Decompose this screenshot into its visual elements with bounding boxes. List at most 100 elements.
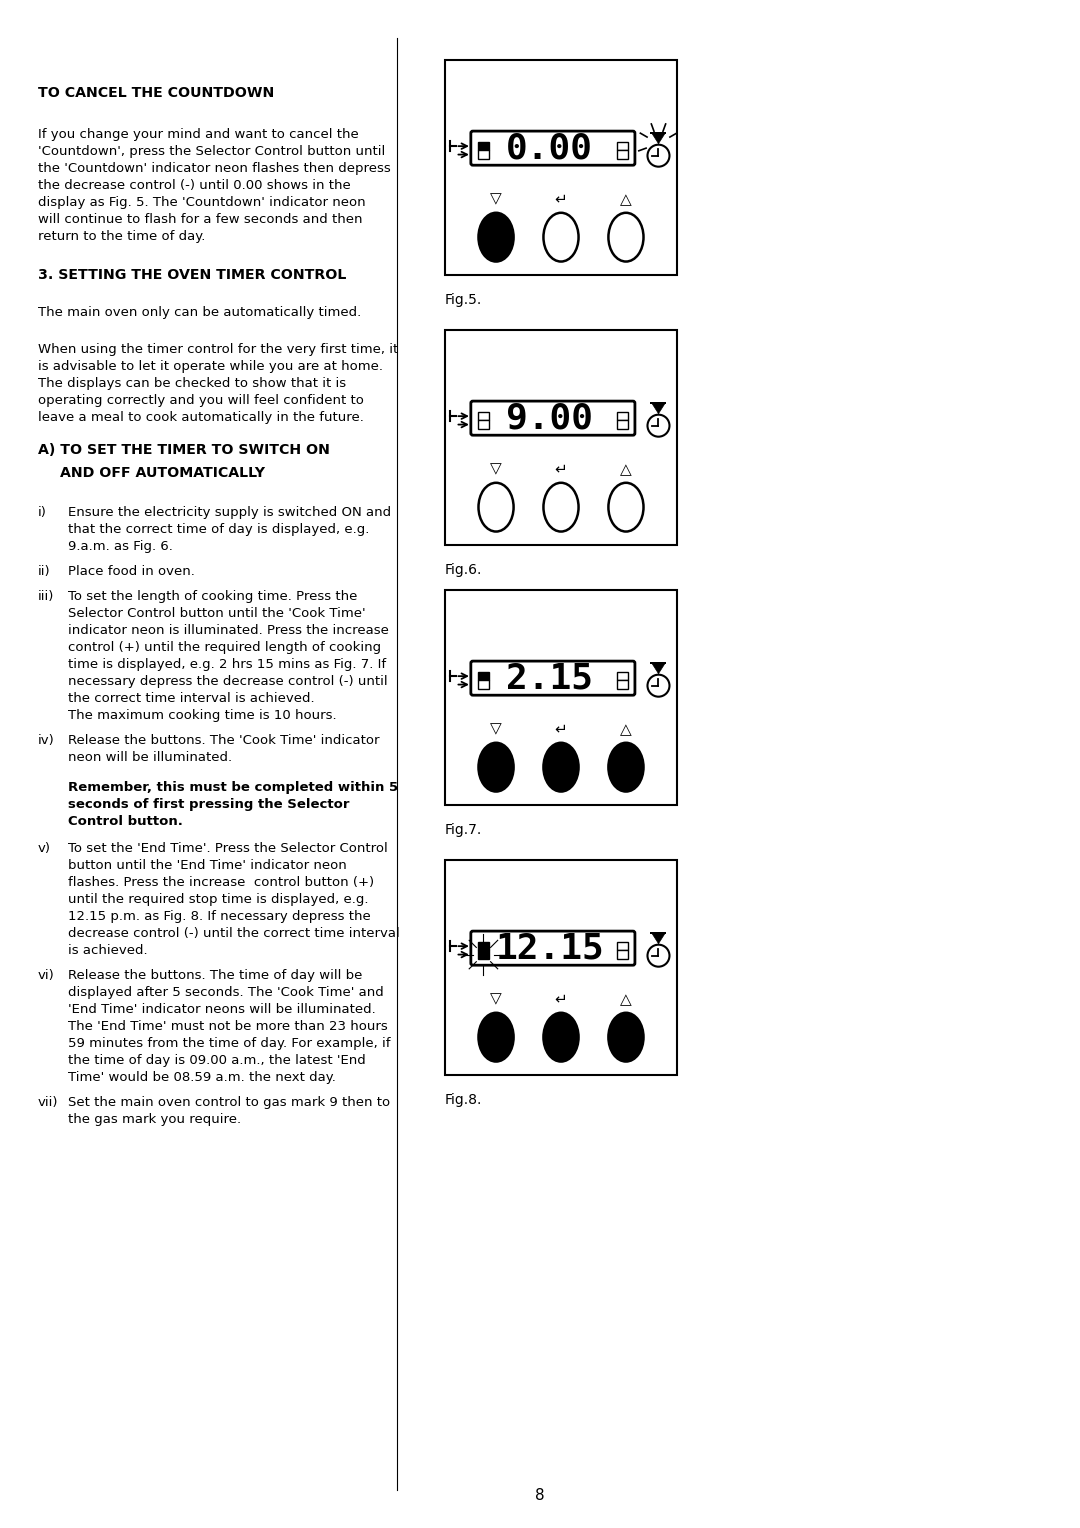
Bar <box>477 150 489 159</box>
Text: leave a meal to cook automatically in the future.: leave a meal to cook automatically in th… <box>38 411 364 423</box>
Text: iv): iv) <box>38 733 55 747</box>
Text: necessary depress the decrease control (-) until: necessary depress the decrease control (… <box>68 675 388 688</box>
Ellipse shape <box>608 483 644 532</box>
Bar <box>477 420 489 429</box>
Polygon shape <box>651 133 665 144</box>
Text: Release the buttons. The time of day will be: Release the buttons. The time of day wil… <box>68 969 363 983</box>
Text: Selector Control button until the 'Cook Time': Selector Control button until the 'Cook … <box>68 607 366 620</box>
Polygon shape <box>651 944 665 955</box>
Polygon shape <box>651 414 665 425</box>
Text: indicator neon is illuminated. Press the increase: indicator neon is illuminated. Press the… <box>68 623 389 637</box>
Text: ↵: ↵ <box>555 721 567 736</box>
Text: operating correctly and you will feel confident to: operating correctly and you will feel co… <box>38 394 364 406</box>
Text: 9.00: 9.00 <box>507 402 593 435</box>
Text: △: △ <box>620 461 632 477</box>
Text: To set the length of cooking time. Press the: To set the length of cooking time. Press… <box>68 590 357 604</box>
Text: △: △ <box>620 721 632 736</box>
Text: Ensure the electricity supply is switched ON and: Ensure the electricity supply is switche… <box>68 506 391 520</box>
Bar <box>650 423 666 425</box>
Ellipse shape <box>543 212 579 261</box>
Text: iii): iii) <box>38 590 54 604</box>
Text: 2.15: 2.15 <box>507 662 593 695</box>
Text: Control button.: Control button. <box>68 814 183 828</box>
Text: the gas mark you require.: the gas mark you require. <box>68 1112 241 1126</box>
FancyBboxPatch shape <box>471 662 635 695</box>
Bar <box>617 941 627 950</box>
Bar <box>650 131 666 134</box>
Bar <box>477 950 489 958</box>
Text: the 'Countdown' indicator neon flashes then depress: the 'Countdown' indicator neon flashes t… <box>38 162 391 176</box>
Text: button until the 'End Time' indicator neon: button until the 'End Time' indicator ne… <box>68 859 347 872</box>
Text: ↵: ↵ <box>555 992 567 1007</box>
Text: Fig.5.: Fig.5. <box>445 293 483 307</box>
Bar <box>477 142 489 150</box>
Text: Time' would be 08.59 a.m. the next day.: Time' would be 08.59 a.m. the next day. <box>68 1071 336 1083</box>
Text: 'End Time' indicator neons will be illuminated.: 'End Time' indicator neons will be illum… <box>68 1002 376 1016</box>
Text: vii): vii) <box>38 1096 58 1109</box>
Text: the decrease control (-) until 0.00 shows in the: the decrease control (-) until 0.00 show… <box>38 179 351 193</box>
Text: 59 minutes from the time of day. For example, if: 59 minutes from the time of day. For exa… <box>68 1038 391 1050</box>
Ellipse shape <box>478 212 514 261</box>
Circle shape <box>648 944 670 967</box>
Bar <box>650 683 666 686</box>
Bar <box>650 662 666 665</box>
Ellipse shape <box>543 1013 579 1062</box>
Text: i): i) <box>38 506 46 520</box>
Ellipse shape <box>608 1013 644 1062</box>
Text: Fig.7.: Fig.7. <box>445 824 483 837</box>
Polygon shape <box>651 932 665 944</box>
Text: △: △ <box>620 992 632 1007</box>
Text: AND OFF AUTOMATICALLY: AND OFF AUTOMATICALLY <box>60 466 265 480</box>
Text: will continue to flash for a few seconds and then: will continue to flash for a few seconds… <box>38 212 363 226</box>
Text: time is displayed, e.g. 2 hrs 15 mins as Fig. 7. If: time is displayed, e.g. 2 hrs 15 mins as… <box>68 659 387 671</box>
Text: A) TO SET THE TIMER TO SWITCH ON: A) TO SET THE TIMER TO SWITCH ON <box>38 443 329 457</box>
Bar <box>617 420 627 429</box>
Polygon shape <box>651 144 665 154</box>
Text: flashes. Press the increase  control button (+): flashes. Press the increase control butt… <box>68 876 374 889</box>
Text: until the required stop time is displayed, e.g.: until the required stop time is displaye… <box>68 892 368 906</box>
Text: Fig.8.: Fig.8. <box>445 1093 483 1106</box>
Text: Fig.6.: Fig.6. <box>445 562 483 578</box>
Text: 12.15: 12.15 <box>496 931 604 966</box>
Text: return to the time of day.: return to the time of day. <box>38 231 205 243</box>
Text: 8: 8 <box>536 1488 544 1504</box>
Text: v): v) <box>38 842 51 856</box>
Circle shape <box>648 145 670 167</box>
Bar <box>445 60 677 275</box>
Bar <box>617 672 627 680</box>
FancyBboxPatch shape <box>471 931 635 966</box>
Ellipse shape <box>543 743 579 792</box>
Text: seconds of first pressing the Selector: seconds of first pressing the Selector <box>68 798 350 811</box>
Text: decrease control (-) until the correct time interval: decrease control (-) until the correct t… <box>68 927 400 940</box>
Text: Place food in oven.: Place food in oven. <box>68 565 194 578</box>
Text: Remember, this must be completed within 5: Remember, this must be completed within … <box>68 781 399 795</box>
Text: The maximum cooking time is 10 hours.: The maximum cooking time is 10 hours. <box>68 709 337 723</box>
Bar <box>445 330 677 545</box>
Text: When using the timer control for the very first time, it: When using the timer control for the ver… <box>38 342 399 356</box>
Text: The main oven only can be automatically timed.: The main oven only can be automatically … <box>38 306 361 319</box>
Ellipse shape <box>478 743 514 792</box>
Bar <box>477 413 489 420</box>
Bar <box>445 590 677 805</box>
Bar <box>617 680 627 689</box>
Text: ↵: ↵ <box>555 461 567 477</box>
Circle shape <box>648 675 670 697</box>
Text: Release the buttons. The 'Cook Time' indicator: Release the buttons. The 'Cook Time' ind… <box>68 733 379 747</box>
Text: Set the main oven control to gas mark 9 then to: Set the main oven control to gas mark 9 … <box>68 1096 390 1109</box>
Text: 3. SETTING THE OVEN TIMER CONTROL: 3. SETTING THE OVEN TIMER CONTROL <box>38 267 347 283</box>
Text: ii): ii) <box>38 565 51 578</box>
Ellipse shape <box>608 212 644 261</box>
Text: 'Countdown', press the Selector Control button until: 'Countdown', press the Selector Control … <box>38 145 386 157</box>
Text: TO CANCEL THE COUNTDOWN: TO CANCEL THE COUNTDOWN <box>38 86 274 99</box>
Bar <box>477 941 489 950</box>
Bar <box>477 680 489 689</box>
Text: ▽: ▽ <box>490 461 502 477</box>
Text: ↵: ↵ <box>555 191 567 206</box>
Bar <box>617 413 627 420</box>
Text: ▽: ▽ <box>490 721 502 736</box>
Polygon shape <box>651 674 665 685</box>
Text: To set the 'End Time'. Press the Selector Control: To set the 'End Time'. Press the Selecto… <box>68 842 388 856</box>
FancyBboxPatch shape <box>471 400 635 435</box>
Text: If you change your mind and want to cancel the: If you change your mind and want to canc… <box>38 128 359 141</box>
Ellipse shape <box>478 483 514 532</box>
